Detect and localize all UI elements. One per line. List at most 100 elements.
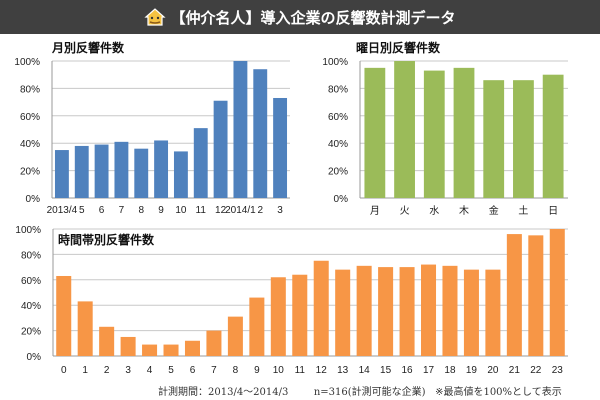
hourly-bar <box>528 235 544 356</box>
hourly-bar <box>249 297 265 356</box>
hourly-ytick-label: 80% <box>21 250 41 261</box>
hourly-xtick-label: 11 <box>295 365 306 376</box>
monthly-bar <box>173 151 188 198</box>
monthly-bar <box>54 150 69 198</box>
monthly-bar <box>213 100 228 198</box>
monthly-xtick-label: 2014/1 <box>225 205 256 216</box>
hourly-bar <box>421 264 437 356</box>
weekday-bar <box>453 67 475 198</box>
hourly-xtick-label: 9 <box>254 365 260 376</box>
monthly-bar <box>74 145 89 198</box>
hourly-bar <box>442 265 458 356</box>
hourly-bar <box>463 269 479 356</box>
monthly-xtick-label: 12 <box>215 205 227 216</box>
hourly-xtick-label: 7 <box>211 365 217 376</box>
hourly-xtick-label: 16 <box>402 365 414 376</box>
monthly-xtick-label: 5 <box>79 205 85 216</box>
header-title: 【仲介名人】導入企業の反響数計測データ <box>170 8 456 27</box>
hourly-xtick-label: 20 <box>487 365 499 376</box>
hourly-bar <box>120 336 136 356</box>
monthly-xtick-label: 9 <box>158 205 164 216</box>
weekday-bar <box>394 61 415 198</box>
weekday-bar <box>513 80 534 198</box>
weekday-ytick-label: 40% <box>328 139 348 150</box>
monthly-ytick-label: 100% <box>14 57 40 68</box>
footer-note: 計測期間：2013/4～2014/3 n=316(計測可能な企業) ※最高値を1… <box>158 383 562 398</box>
hourly-xtick-label: 18 <box>444 365 456 376</box>
monthly-bar <box>134 148 149 198</box>
weekday-bar <box>542 74 564 198</box>
hourly-xtick-label: 23 <box>552 365 564 376</box>
hourly-ytick-label: 40% <box>21 301 41 312</box>
footer-note-text: ※最高値を100%として表示 <box>435 387 562 398</box>
monthly-xtick-label: 2 <box>257 205 263 216</box>
weekday-ytick-label: 60% <box>328 112 348 123</box>
weekday-xtick-label: 水 <box>429 205 439 217</box>
hourly-xtick-label: 21 <box>509 365 521 376</box>
hourly-xtick-label: 3 <box>125 365 131 376</box>
hourly-xtick-label: 10 <box>273 365 285 376</box>
monthly-bar <box>94 144 109 198</box>
hourly-bar <box>99 326 115 356</box>
hourly-bar <box>142 344 158 356</box>
hourly-chart-title: 時間帯別反響件数 <box>58 232 155 247</box>
hourly-bar <box>56 275 72 356</box>
weekday-ytick-label: 0% <box>334 194 349 205</box>
hourly-bar <box>549 229 565 356</box>
hourly-bar <box>399 267 415 356</box>
hourly-bar <box>206 330 222 356</box>
hourly-xtick-label: 5 <box>168 365 174 376</box>
hourly-xtick-label: 0 <box>61 365 67 376</box>
hourly-bar <box>227 316 243 356</box>
monthly-bar <box>114 141 129 198</box>
monthly-chart-title: 月別反響件数 <box>51 40 125 55</box>
hourly-xtick-label: 1 <box>82 365 88 376</box>
monthly-xtick-label: 10 <box>175 205 187 216</box>
hourly-bar <box>292 274 308 356</box>
footer-period: 計測期間：2013/4～2014/3 <box>158 387 289 398</box>
hourly-bar <box>77 301 93 356</box>
hourly-bar <box>485 269 501 356</box>
weekday-xtick-label: 月 <box>370 205 380 217</box>
monthly-ytick-label: 80% <box>20 84 40 95</box>
hourly-bar <box>335 269 351 356</box>
hourly-xtick-label: 15 <box>380 365 392 376</box>
weekday-ytick-label: 20% <box>328 167 348 178</box>
weekday-bar <box>364 67 386 198</box>
weekday-xtick-label: 土 <box>518 204 528 217</box>
weekday-bar <box>483 80 505 198</box>
hourly-xtick-label: 17 <box>423 365 435 376</box>
hourly-xtick-label: 6 <box>190 365 196 376</box>
weekday-xtick-label: 日 <box>548 206 558 217</box>
hourly-bar <box>378 267 394 356</box>
hourly-ytick-label: 20% <box>21 327 41 338</box>
hourly-ytick-label: 60% <box>21 276 41 287</box>
monthly-xtick-label: 7 <box>119 205 125 216</box>
monthly-xtick-label: 2013/4 <box>47 205 78 216</box>
hourly-bar <box>356 265 372 356</box>
hourly-xtick-label: 14 <box>359 365 371 376</box>
monthly-xtick-label: 3 <box>277 205 283 216</box>
monthly-ytick-label: 40% <box>20 139 40 150</box>
monthly-ytick-label: 20% <box>20 167 40 178</box>
monthly-ytick-label: 60% <box>20 112 40 123</box>
hourly-xtick-label: 8 <box>233 365 239 376</box>
monthly-bar <box>273 97 288 198</box>
hourly-bar <box>184 340 200 356</box>
hourly-bar <box>506 234 522 356</box>
weekday-bar <box>423 70 445 198</box>
weekday-ytick-label: 100% <box>322 57 348 68</box>
weekday-xtick-label: 木 <box>459 205 469 217</box>
monthly-xtick-label: 11 <box>196 205 207 216</box>
hourly-xtick-label: 12 <box>316 365 328 376</box>
weekday-xtick-label: 火 <box>400 205 410 217</box>
hourly-xtick-label: 4 <box>147 365 153 376</box>
hourly-xtick-label: 22 <box>530 365 542 376</box>
weekday-xtick-label: 金 <box>489 204 499 217</box>
monthly-xtick-label: 6 <box>99 205 105 216</box>
monthly-bar <box>233 61 248 198</box>
hourly-bar <box>270 277 286 356</box>
hourly-ytick-label: 100% <box>15 225 41 236</box>
hourly-bar <box>313 260 329 356</box>
